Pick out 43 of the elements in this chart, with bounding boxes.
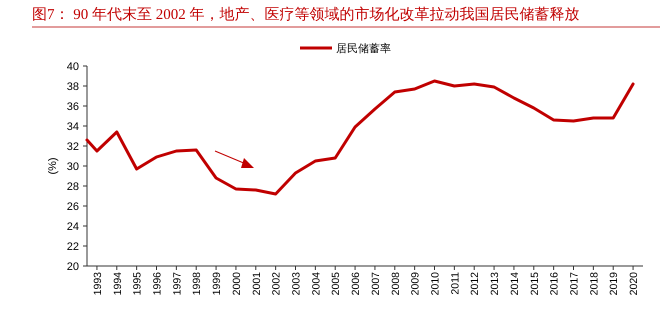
x-tick-label: 2014 [508, 272, 521, 296]
x-tick-label: 1999 [211, 272, 224, 296]
y-tick-label: 30 [66, 161, 79, 173]
line-series [86, 80, 635, 196]
y-tick-label: 34 [66, 121, 79, 133]
y-tick-label: 40 [66, 61, 79, 73]
x-tick-label: 2002 [270, 272, 283, 296]
y-tick-label: 28 [66, 181, 79, 193]
chart-title: 图7： 90 年代末至 2002 年，地产、医疗等领域的市场化改革拉动我国居民储蓄释放 [32, 6, 580, 23]
x-tick-label: 2006 [350, 272, 362, 296]
x-tick-label: 2011 [449, 272, 462, 295]
x-tick-label: 2017 [568, 272, 580, 296]
y-tick-label: 38 [66, 81, 79, 93]
x-tick-label: 2012 [469, 272, 482, 296]
x-tick-label: 2008 [390, 272, 402, 296]
x-tick-label: 2009 [410, 272, 422, 296]
x-tick-label: 2018 [588, 272, 600, 296]
x-tick-label: 2013 [489, 272, 502, 296]
y-tick-label: 24 [66, 221, 79, 233]
x-tick-label: 1995 [132, 272, 144, 296]
y-axis-title: (%) [47, 157, 59, 175]
x-tick-label: 2003 [290, 272, 302, 296]
y-tick-label: 20 [66, 261, 79, 273]
x-tick-label: 1993 [92, 272, 104, 296]
x-tick-label: 1997 [171, 272, 184, 296]
x-tick-label: 2005 [330, 272, 342, 296]
y-tick-label: 22 [66, 241, 79, 253]
x-tick-label: 1994 [112, 272, 124, 296]
legend-label: 居民储蓄率 [336, 42, 391, 55]
x-tick-label: 2010 [430, 272, 442, 296]
x-tick-label: 1998 [191, 272, 204, 296]
y-tick-label: 36 [66, 101, 79, 113]
x-tick-label: 2007 [370, 272, 382, 296]
x-tick-label: 2001 [250, 272, 263, 296]
x-tick-label: 2019 [608, 272, 620, 296]
x-tick-label: 2016 [548, 272, 561, 296]
x-tick-label: 2020 [628, 272, 640, 296]
y-tick-label: 26 [66, 201, 79, 213]
y-tick-label: 32 [66, 141, 79, 153]
x-tick-label: 2015 [528, 272, 541, 296]
x-tick-label: 2000 [230, 272, 243, 296]
x-tick-label: 2004 [310, 272, 322, 296]
x-tick-label: 1996 [152, 272, 164, 296]
